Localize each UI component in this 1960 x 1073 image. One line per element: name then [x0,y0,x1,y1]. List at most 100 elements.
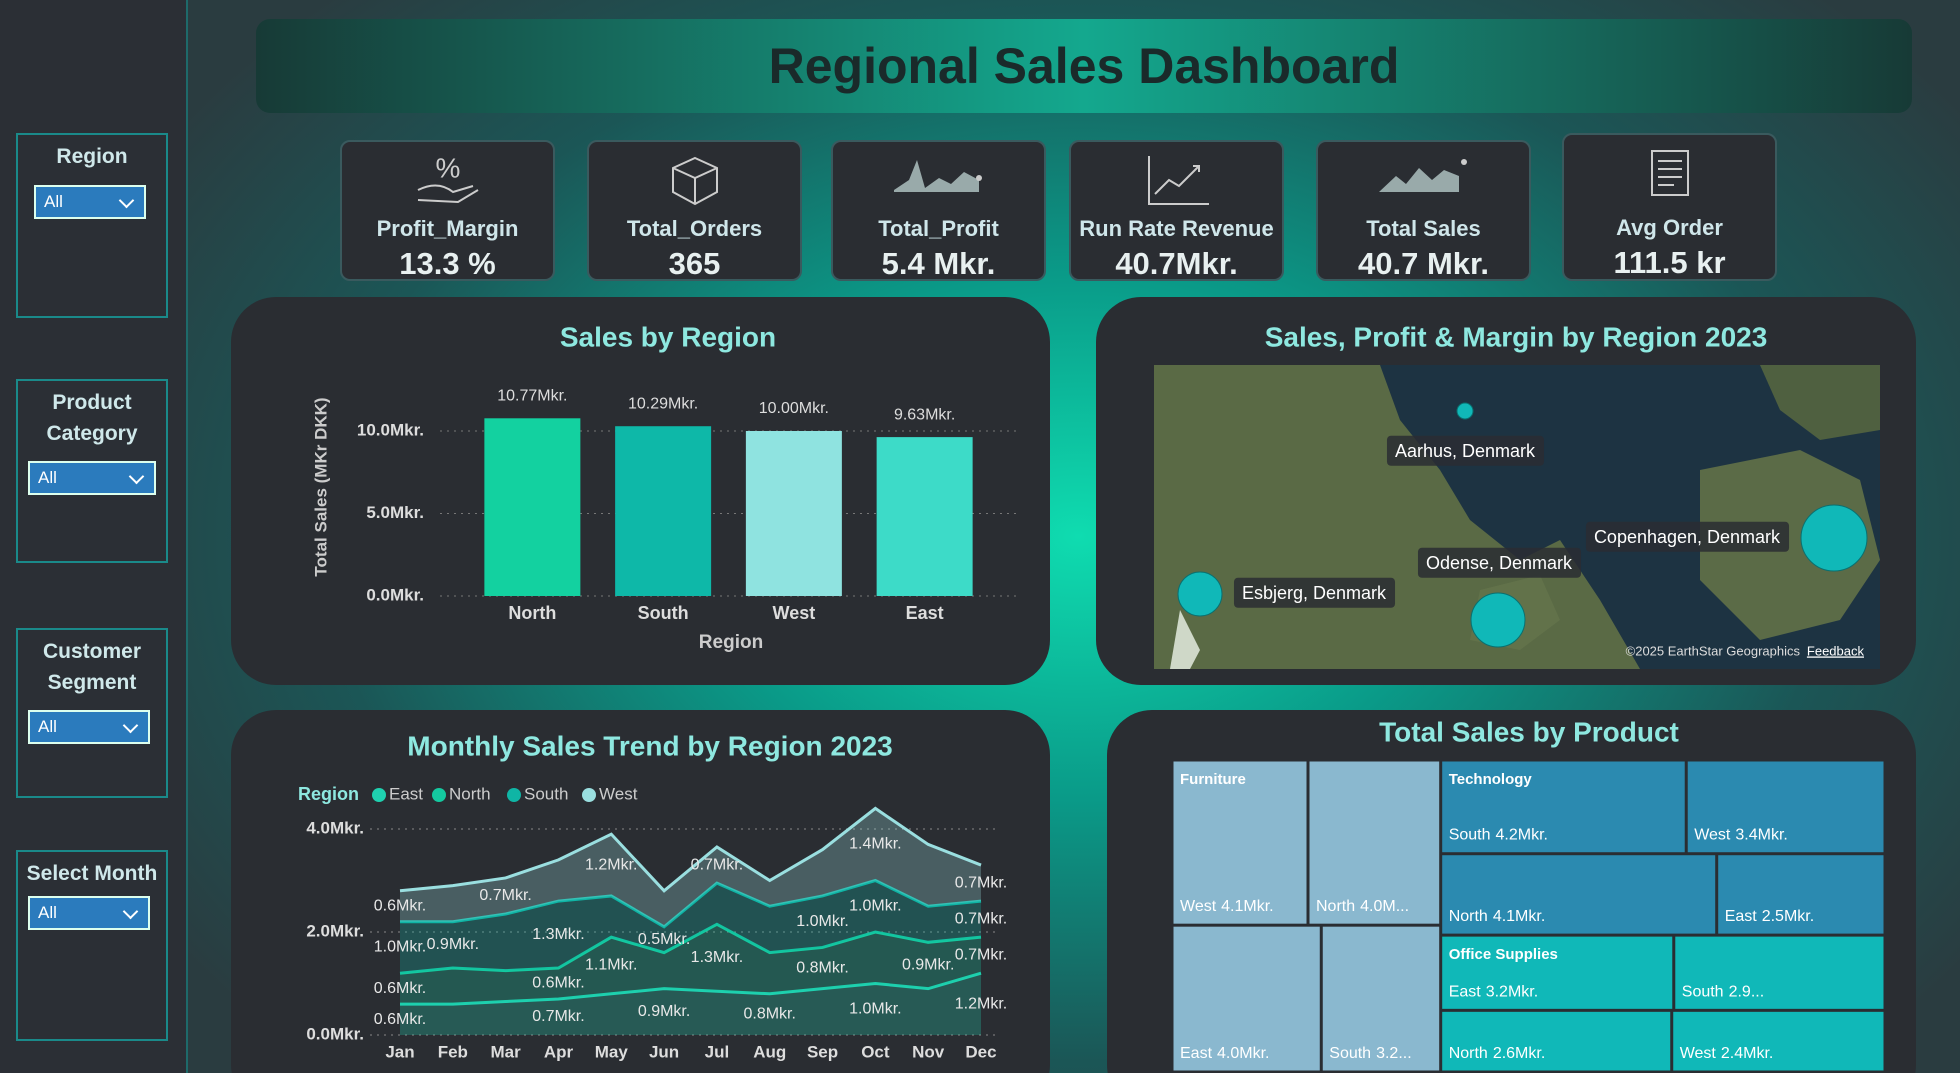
bar [615,426,712,596]
data-label: 0.7Mkr. [479,887,531,904]
bubble [1177,571,1223,617]
x-tick-label: Oct [861,1042,890,1061]
data-label: 0.6Mkr. [374,897,426,914]
slicer-label: Product Category [46,391,138,445]
chart-title: Total Sales by Product [1379,716,1679,747]
group-label: Office Supplies [1449,946,1558,963]
tile-value: 2.9... [1729,984,1765,1001]
tile-label: West 3.4Mkr. [1694,827,1788,844]
tile-label: West 4.1Mkr. [1180,898,1274,915]
data-label: 0.7Mkr. [691,856,743,873]
label-box [1417,547,1582,578]
tile-name: North [1449,908,1488,925]
legend-marker [432,788,446,802]
x-tick-label: Mar [491,1042,522,1061]
kpi-label: Avg Order [1616,215,1723,240]
data-label: 0.5Mkr. [638,931,690,948]
slicer: Product Category All [16,379,168,563]
tile-label: East 4.0Mkr. [1180,1045,1269,1062]
y-tick-label: 5.0Mkr. [366,503,424,522]
area-line [399,806,982,893]
treemap-tile [1718,855,1884,934]
kpi-card: Total_Profit 5.4 Mkr. [831,140,1046,281]
kpi-value: 365 [668,246,721,281]
kpi-card: Avg Order 111.5 kr [1562,133,1777,281]
kpi-label: Profit_Margin [376,216,519,241]
x-tick-label: Sep [807,1042,838,1061]
dropdown[interactable]: All [28,896,150,930]
legend-label: West [599,784,638,803]
y-tick-label: 10.0Mkr. [357,420,424,439]
tile-value: 2.5Mkr. [1762,908,1814,925]
area-line [400,878,982,929]
area-line [399,922,982,975]
y-tick-label: 2.0Mkr. [306,921,364,940]
data-label: 1.1Mkr. [585,957,637,974]
treemap-tile [1673,1011,1884,1071]
x-tick-label: West [773,603,816,623]
group-label: Furniture [1180,771,1246,788]
bar [484,418,581,596]
slicer: Customer Segment All [16,628,168,798]
tile-label: West 2.4Mkr. [1680,1045,1774,1062]
tile-name: East [1449,984,1482,1001]
x-tick-label: Apr [544,1042,574,1061]
tile-label: East 3.2Mkr. [1449,984,1538,1001]
tile-name: South [1329,1045,1371,1062]
x-tick-label: Feb [438,1042,468,1061]
tile-name: South [1682,984,1724,1001]
kpi-label: Run Rate Revenue [1079,216,1274,241]
x-tick-label: Nov [912,1042,945,1061]
dropdown[interactable]: All [34,185,146,219]
data-label: 10.77Mkr. [497,388,567,405]
x-tick-label: Jun [649,1042,679,1061]
icon [1378,159,1467,192]
data-label: 0.6Mkr. [374,980,426,997]
y-tick-label: 4.0Mkr. [306,818,364,837]
location-label: Odense, Denmark [1426,553,1573,573]
area-line [400,971,982,1006]
legend-title: Region [298,784,359,804]
group-label: Technology [1449,771,1533,788]
bar [745,431,842,596]
slicer-label: Customer Segment [42,640,142,694]
slicer: Region All [16,133,168,318]
dropdown[interactable]: All [28,710,150,744]
kpi-label: Total_Profit [878,216,999,241]
tile-label: South 2.9... [1682,984,1764,1001]
slicer-label: Region [56,145,128,168]
sidebar: Region All Product Category All Customer S… [0,0,188,1073]
label-box [1386,435,1545,466]
treemap-tile [1322,926,1440,1071]
kpi-value: 40.7 Mkr. [1358,246,1489,281]
location-label: Esbjerg, Denmark [1242,583,1387,603]
location-label: Aarhus, Denmark [1395,441,1536,461]
data-label: 1.4Mkr. [849,836,901,853]
tile-value: 4.0Mkr. [1217,1045,1269,1062]
data-label: 1.0Mkr. [849,897,901,914]
tile-value: 3.4Mkr. [1735,827,1787,844]
y-axis-label: Total Sales (MKr DKK) [311,397,330,576]
data-label: 1.3Mkr. [532,926,584,943]
legend-marker [582,788,596,802]
feedback-link[interactable]: Feedback [1807,643,1865,658]
data-label: 1.0Mkr. [849,1000,901,1017]
icon [671,156,718,206]
dropdown[interactable]: All [28,461,156,495]
data-label: 10.00Mkr. [759,400,829,417]
label-box [1233,577,1396,608]
x-axis-label: Region [699,632,763,653]
tile-value: 4.1Mkr. [1493,908,1545,925]
legend-marker [507,788,521,802]
bar [876,437,973,596]
icon [893,160,982,192]
data-label: 0.8Mkr. [796,959,848,976]
tile-name: West [1694,827,1731,844]
y-tick-label: 0.0Mkr. [366,585,424,604]
x-tick-label: East [906,603,944,623]
attribution: ©2025 EarthStar Geographics [1626,643,1801,658]
legend-label: North [449,784,491,803]
x-tick-label: Dec [965,1042,996,1061]
data-label: 0.7Mkr. [955,874,1007,891]
